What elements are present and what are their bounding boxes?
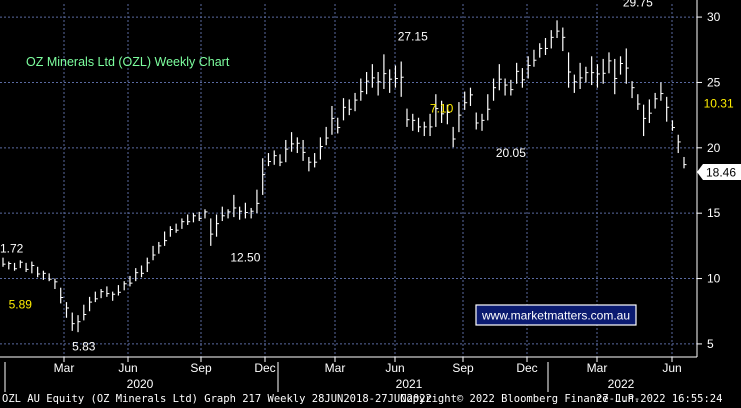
- annotation-label: 5.89: [9, 298, 33, 312]
- footer-copyright: Copyright© 2022 Bloomberg Finance L.P.: [400, 393, 641, 405]
- annotation-label: 7.10: [430, 102, 454, 116]
- x-month-label: Dec: [516, 361, 537, 375]
- y-tick-label: 25: [707, 75, 721, 89]
- x-month-label: Mar: [54, 361, 75, 375]
- last-price-tag: 18.46: [697, 164, 741, 180]
- price-chart: 5 10 15 20 25 30 Mar Jun Sep Dec Mar Jun Sep Dec Mar J…: [0, 0, 741, 392]
- annotation-label: 12.50: [230, 251, 260, 265]
- y-tick-label: 15: [707, 206, 721, 220]
- x-month-label: Dec: [254, 361, 275, 375]
- x-year-label: 2020: [127, 377, 154, 391]
- x-month-label: Jun: [385, 361, 404, 375]
- annotation-label: 27.15: [398, 30, 428, 44]
- annotation-label: 5.83: [72, 339, 96, 353]
- annotation-label: 1.72: [0, 241, 24, 255]
- grid-lines: [0, 4, 697, 357]
- footer-timestamp: 27-Jun-2022 16:55:24: [596, 393, 723, 405]
- price-annotations: 1.72 5.89 5.83 12.50 27.15 7.10 20.05 29.75 10.3…: [0, 0, 734, 353]
- watermark-box: www.marketmatters.com.au: [475, 304, 637, 326]
- watermark-text: www.marketmatters.com.au: [481, 309, 630, 323]
- x-month-label: Sep: [452, 361, 474, 375]
- annotation-label: 20.05: [496, 146, 526, 160]
- x-month-label: Mar: [587, 361, 608, 375]
- footer-security-info: OZL AU Equity (OZ Minerals Ltd) Graph 21…: [2, 393, 432, 405]
- x-year-label: 2022: [608, 377, 635, 391]
- y-tick-label: 5: [707, 337, 714, 351]
- annotation-label: 10.31: [704, 96, 734, 110]
- x-month-label: Jun: [118, 361, 137, 375]
- annotation-label: 29.75: [623, 0, 653, 10]
- last-price-label: 18.46: [706, 166, 736, 180]
- y-axis: 5 10 15 20 25 30: [696, 0, 721, 357]
- chart-title: OZ Minerals Ltd (OZL) Weekly Chart: [26, 55, 230, 69]
- x-axis: Mar Jun Sep Dec Mar Jun Sep Dec Mar Jun 2020 2021 20…: [0, 356, 697, 392]
- price-bars: [2, 20, 687, 333]
- chart-background: [0, 0, 741, 392]
- x-month-label: Jun: [662, 361, 681, 375]
- x-year-label: 2021: [396, 377, 423, 391]
- footer-bar: OZL AU Equity (OZ Minerals Ltd) Graph 21…: [0, 392, 741, 408]
- y-tick-label: 20: [707, 141, 721, 155]
- x-month-label: Mar: [325, 361, 346, 375]
- x-month-label: Sep: [190, 361, 212, 375]
- y-tick-label: 30: [707, 10, 721, 24]
- y-tick-label: 10: [707, 272, 721, 286]
